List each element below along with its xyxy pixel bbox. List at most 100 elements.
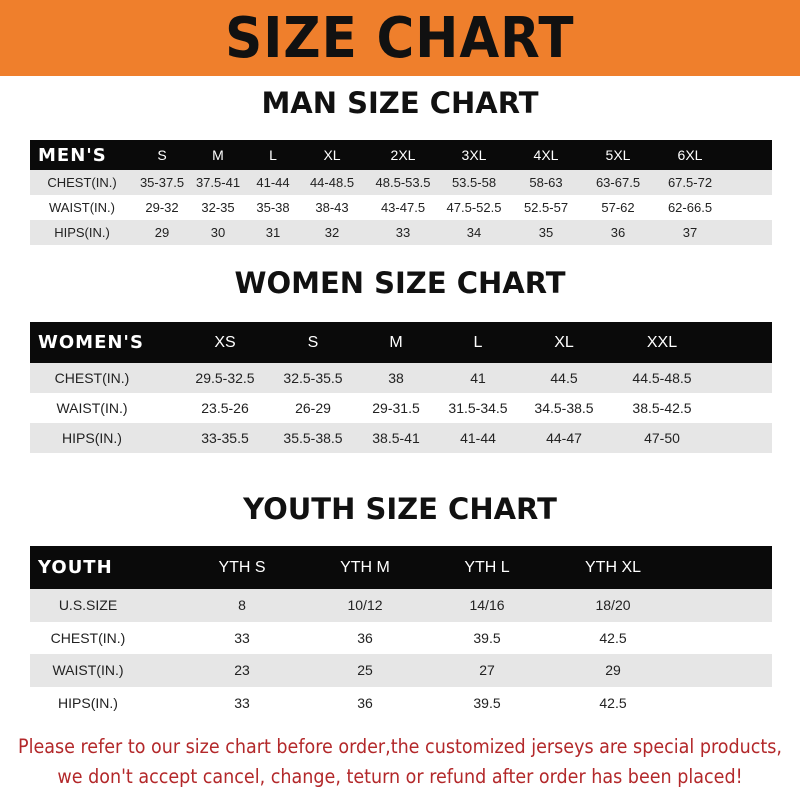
measurement-value: 23 <box>234 662 250 679</box>
size-header: 2XL <box>390 147 416 163</box>
men-header-row: MEN'S S M L XL 2XL 3XL 4XL 5XL 6XL <box>30 140 772 170</box>
measurement-value: 35-37.5 <box>139 175 185 190</box>
size-header: XS <box>214 333 236 351</box>
measurement-value: 29 <box>154 225 170 240</box>
measurement-value: 36 <box>357 694 373 711</box>
youth-size-table: YOUTH YTH S YTH M YTH L YTH XL U.S.SIZE 8 10/12… <box>30 546 772 719</box>
size-header: L <box>473 333 483 351</box>
size-header: M <box>212 147 224 163</box>
measurement-value: 14/16 <box>469 597 505 614</box>
measurement-value: 33 <box>234 694 250 711</box>
table-row: WAIST(IN.) 23 25 27 29 <box>30 654 772 687</box>
size-header: S <box>307 333 319 351</box>
measurement-value: 43-47.5 <box>380 200 426 215</box>
measurement-value: 39.5 <box>473 629 501 646</box>
measurement-value: 34 <box>466 225 482 240</box>
youth-header-row: YOUTH YTH S YTH M YTH L YTH XL <box>30 546 772 589</box>
measurement-value: 26-29 <box>295 400 331 416</box>
measurement-value: 31.5-34.5 <box>448 400 508 416</box>
measurement-label: CHEST(IN.) <box>47 175 117 190</box>
measurement-value: 37.5-41 <box>195 175 241 190</box>
measurement-value: 27 <box>479 662 495 679</box>
measurement-value: 53.5-58 <box>451 175 497 190</box>
measurement-label: WAIST(IN.) <box>56 400 128 416</box>
size-header: M <box>389 333 403 351</box>
measurement-label: WAIST(IN.) <box>49 200 115 215</box>
measurement-value: 52.5-57 <box>523 200 569 215</box>
measurement-value: 63-67.5 <box>595 175 641 190</box>
measurement-value: 25 <box>357 662 373 679</box>
size-header: L <box>269 147 277 163</box>
size-header: XL <box>554 333 574 351</box>
men-size-table: MEN'S S M L XL 2XL 3XL 4XL 5XL 6XL CHEST(IN.) 35-37… <box>30 140 772 245</box>
measurement-value: 44-47 <box>546 430 582 446</box>
measurement-value: 29-31.5 <box>372 400 420 416</box>
men-section-title: MAN SIZE CHART <box>261 86 539 120</box>
table-row: CHEST(IN.) 29.5-32.5 32.5-35.5 38 41 44.5 44.5… <box>30 363 772 393</box>
measurement-value: 33-35.5 <box>201 430 249 446</box>
table-label: WOMEN'S <box>38 332 144 353</box>
measurement-value: 29-32 <box>145 200 179 215</box>
measurement-label: HIPS(IN.) <box>62 430 122 446</box>
size-header: S <box>157 147 167 163</box>
women-section-title: WOMEN SIZE CHART <box>234 266 566 300</box>
size-header: YTH M <box>340 558 390 576</box>
measurement-value: 30 <box>210 225 226 240</box>
table-row: CHEST(IN.) 35-37.5 37.5-41 41-44 44-48.5 48.5… <box>30 170 772 195</box>
measurement-value: 34.5-38.5 <box>534 400 594 416</box>
measurement-value: 36 <box>610 225 626 240</box>
women-size-table: WOMEN'S XS S M L XL XXL CHEST(IN.) 29.5-32.5 32.5… <box>30 322 772 453</box>
measurement-label: CHEST(IN.) <box>54 370 130 386</box>
size-header: YTH L <box>464 558 510 576</box>
measurement-value: 31 <box>265 225 281 240</box>
notice-line-1: Please refer to our size chart before or… <box>18 735 782 758</box>
table-row: WAIST(IN.) 29-32 32-35 35-38 38-43 43-47.5 47.… <box>30 195 772 220</box>
size-header: XL <box>323 147 341 163</box>
measurement-value: 32 <box>324 225 340 240</box>
size-header: 5XL <box>605 147 631 163</box>
measurement-value: 44.5-48.5 <box>632 370 692 386</box>
measurement-value: 42.5 <box>599 629 627 646</box>
size-header: 4XL <box>533 147 559 163</box>
measurement-value: 35 <box>538 225 554 240</box>
measurement-value: 57-62 <box>601 200 635 215</box>
measurement-value: 39.5 <box>473 694 501 711</box>
size-header: YTH XL <box>584 558 642 576</box>
size-header: YTH S <box>218 558 266 576</box>
table-row: U.S.SIZE 8 10/12 14/16 18/20 <box>30 589 772 622</box>
youth-section-title: YOUTH SIZE CHART <box>243 492 557 526</box>
size-header: XXL <box>646 333 678 351</box>
measurement-value: 44.5 <box>550 370 578 386</box>
measurement-value: 35.5-38.5 <box>283 430 343 446</box>
measurement-value: 58-63 <box>529 175 563 190</box>
measurement-value: 36 <box>357 629 373 646</box>
measurement-value: 38 <box>388 370 404 386</box>
measurement-value: 44-48.5 <box>309 175 355 190</box>
measurement-value: 32.5-35.5 <box>283 370 343 386</box>
measurement-value: 35-38 <box>256 200 290 215</box>
banner-title: SIZE CHART <box>225 5 575 71</box>
measurement-label: HIPS(IN.) <box>58 694 118 711</box>
table-row: HIPS(IN.) 33 36 39.5 42.5 <box>30 686 772 719</box>
table-row: HIPS(IN.) 33-35.5 35.5-38.5 38.5-41 41-44 44-… <box>30 423 772 453</box>
size-header: 3XL <box>461 147 487 163</box>
table-label: YOUTH <box>38 557 113 578</box>
measurement-value: 62-66.5 <box>667 200 713 215</box>
measurement-value: 33 <box>234 629 250 646</box>
measurement-value: 29 <box>605 662 621 679</box>
measurement-value: 33 <box>395 225 411 240</box>
measurement-value: 37 <box>682 225 698 240</box>
measurement-value: 38.5-42.5 <box>632 400 692 416</box>
measurement-value: 41 <box>470 370 486 386</box>
measurement-label: WAIST(IN.) <box>52 662 124 679</box>
measurement-value: 41-44 <box>256 175 290 190</box>
measurement-value: 29.5-32.5 <box>195 370 255 386</box>
measurement-label: CHEST(IN.) <box>50 629 126 646</box>
measurement-value: 10/12 <box>347 597 383 614</box>
measurement-label: U.S.SIZE <box>58 597 118 614</box>
table-row: HIPS(IN.) 29 30 31 32 33 34 35 36 37 <box>30 220 772 245</box>
measurement-value: 38.5-41 <box>372 430 420 446</box>
women-header-row: WOMEN'S XS S M L XL XXL <box>30 322 772 363</box>
table-label: MEN'S <box>38 144 107 166</box>
measurement-value: 23.5-26 <box>201 400 249 416</box>
